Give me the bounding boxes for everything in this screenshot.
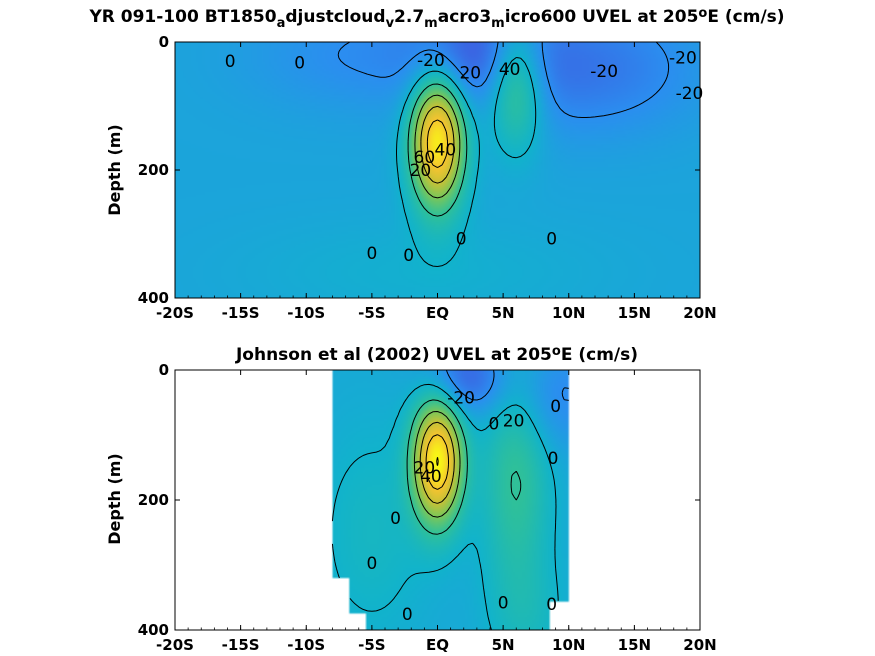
contour-label: 0 — [294, 53, 305, 73]
x-tick-label: -5S — [358, 636, 385, 654]
title-segment: djustcloud — [285, 7, 385, 27]
contour-label: 0 — [390, 509, 401, 529]
contour-line — [406, 399, 522, 535]
observed-uvel-panel: Johnson et al (2002) UVEL at 205oE (cm/s… — [105, 344, 717, 654]
title-superscript: o — [552, 344, 561, 359]
x-tick-label: 20N — [683, 636, 716, 654]
contour-line — [445, 369, 569, 401]
contour-label: 0 — [366, 554, 377, 574]
x-tick-label: 15N — [618, 636, 651, 654]
x-tick-label: -5S — [358, 304, 385, 322]
x-tick-label: -15S — [222, 636, 260, 654]
contour-label: 0 — [548, 449, 559, 469]
contour-line — [332, 383, 559, 631]
contour-label: 0 — [498, 594, 509, 614]
contour-line — [419, 421, 455, 504]
x-axis: -20S -15S -10S -5S EQ 5N 10N 15N 20N — [156, 42, 717, 322]
contour-label: -20 — [669, 48, 697, 68]
contour-label: 20 — [459, 64, 481, 84]
contour-label: 40 — [420, 467, 442, 487]
velocity-field — [175, 370, 700, 630]
contour-label: 0 — [225, 52, 236, 72]
title-subscript: m — [424, 16, 438, 31]
contour-label: 0 — [456, 229, 467, 249]
y-tick-label: 400 — [138, 289, 169, 307]
contour-line — [413, 411, 461, 518]
y-tick-label: 400 — [138, 621, 169, 639]
x-tick-label: 5N — [492, 636, 515, 654]
x-tick-label: -10S — [287, 636, 325, 654]
contour-lines — [332, 369, 569, 631]
x-tick-label: 10N — [552, 304, 585, 322]
chart-title: Johnson et al (2002) UVEL at 205oE (cm/s… — [235, 344, 638, 365]
velocity-field — [175, 42, 700, 298]
contour-label: 0 — [550, 397, 561, 417]
title-superscript: o — [698, 6, 707, 21]
y-axis-label: Depth (m) — [105, 453, 124, 545]
title-subscript: m — [491, 16, 505, 31]
contour-label: 40 — [499, 60, 521, 80]
contour-lines — [337, 41, 670, 267]
y-tick-label: 200 — [138, 161, 169, 179]
y-tick-label: 0 — [159, 361, 169, 379]
x-tick-label: 15N — [618, 304, 651, 322]
contour-label: 40 — [435, 141, 457, 161]
contour-line — [396, 57, 537, 267]
contour-label: -20 — [447, 388, 475, 408]
x-tick-label: EQ — [426, 304, 449, 322]
contour-label: 0 — [403, 246, 414, 266]
contour-label: -20 — [590, 62, 618, 82]
chart-title: YR 091-100 BT1850adjustcloudv2.7macro3mi… — [88, 6, 784, 31]
contour-label: 0 — [546, 595, 557, 615]
y-axis-label: Depth (m) — [105, 124, 124, 216]
contour-line — [337, 41, 670, 118]
contour-label: 0 — [366, 244, 377, 264]
x-tick-label: 5N — [492, 304, 515, 322]
contour-label: 0 — [402, 605, 413, 625]
contour-label: -20 — [417, 51, 445, 71]
contour-line — [425, 434, 449, 490]
x-tick-label: EQ — [426, 636, 449, 654]
x-tick-label: -15S — [222, 304, 260, 322]
title-subscript: v — [386, 16, 395, 31]
contour-label: 20 — [503, 412, 525, 432]
title-segment: YR 091-100 BT1850 — [88, 7, 276, 27]
x-tick-label: -20S — [156, 304, 194, 322]
x-tick-label: -10S — [287, 304, 325, 322]
title-segment: acro3 — [438, 7, 491, 27]
contour-label: 20 — [414, 459, 436, 479]
title-segment: Johnson et al (2002) UVEL at 205 — [235, 345, 552, 365]
y-tick-label: 200 — [138, 491, 169, 509]
contour-label: 60 — [414, 148, 436, 168]
title-segment: icro600 UVEL at 205 — [505, 7, 699, 27]
contour-label: 20 — [410, 161, 432, 181]
x-tick-label: 20N — [683, 304, 716, 322]
x-tick-label: 10N — [552, 636, 585, 654]
contour-line — [414, 94, 461, 199]
title-subscript: a — [277, 16, 286, 31]
x-axis: -20S -15S -10S -5S EQ 5N 10N 15N 20N — [156, 370, 717, 654]
contour-line — [426, 119, 448, 168]
y-tick-label: 0 — [159, 33, 169, 51]
contour-label: 0 — [489, 414, 500, 434]
contour-line — [420, 105, 455, 184]
title-segment: 2.7 — [394, 7, 424, 27]
contour-line — [436, 457, 439, 466]
contour-line — [407, 83, 468, 217]
title-segment: E (cm/s) — [707, 7, 784, 27]
contour-label: -20 — [676, 84, 704, 104]
x-tick-label: -20S — [156, 636, 194, 654]
contour-label: 0 — [546, 229, 557, 249]
title-segment: E (cm/s) — [561, 345, 638, 365]
model-uvel-panel: YR 091-100 BT1850adjustcloudv2.7macro3mi… — [88, 6, 784, 322]
